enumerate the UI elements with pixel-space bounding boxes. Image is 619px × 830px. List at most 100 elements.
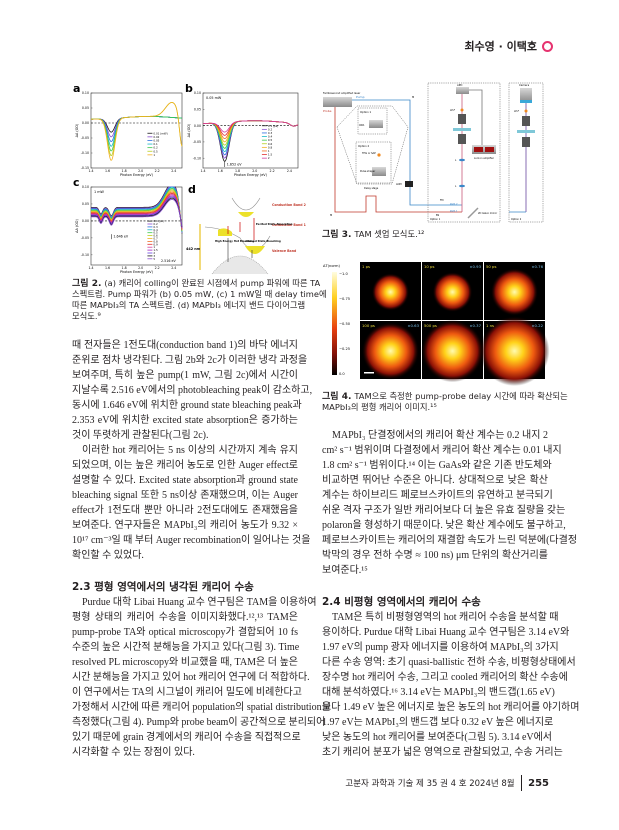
component-label: FM bbox=[440, 199, 443, 202]
legend-label: 0.8 bbox=[153, 239, 158, 243]
colorbar-tick: −0.25 bbox=[339, 347, 350, 351]
component-label: APD bbox=[457, 83, 462, 87]
text-line: 1.8 cm² s⁻¹ 범위이다.¹⁴ 이는 GaAs와 같은 기존 반도체와 bbox=[322, 460, 552, 471]
text-line: MAPbI₃ 단결정에서의 캐리어 확산 계수는 0.2 내지 2 bbox=[332, 430, 548, 441]
text-line: 보여준다. 연구자들은 MAPbI₃의 캐리어 농도가 9.32 × bbox=[72, 520, 298, 531]
text-line: 박막의 경우 전하 수명 ≈ 100 ns) μm 단위의 확산거리를 bbox=[322, 550, 548, 561]
legend-label: 0.8 bbox=[268, 145, 273, 149]
legend-label: 1.5 bbox=[153, 248, 158, 252]
caption-line: 그림 4. TAM으로 측정한 pump-probe delay 시간에 따라 확… bbox=[322, 391, 568, 402]
galvo-mirror bbox=[467, 207, 479, 219]
authors: 최수영 · 이택호 bbox=[464, 40, 537, 53]
option-2-box bbox=[355, 141, 392, 184]
colorbar-tick: −0.75 bbox=[339, 297, 350, 301]
delay-time-label: 10 ps bbox=[424, 264, 434, 269]
spectrum-curve bbox=[91, 189, 183, 231]
caption-label: 그림 4. bbox=[322, 392, 352, 402]
text-line: 설명할 수 있다. Excited state absorption과 grou… bbox=[72, 475, 298, 486]
camera bbox=[520, 88, 532, 102]
y-tick-label: 0.05 bbox=[82, 202, 89, 206]
x-tick-label: 1.4 bbox=[88, 266, 93, 270]
component-label: L bbox=[455, 159, 457, 162]
plot-frame bbox=[202, 92, 299, 169]
scale-factor-label: ×0.22 bbox=[531, 323, 543, 328]
spectrum-curve bbox=[91, 191, 183, 230]
running-header: 최수영 · 이택호 bbox=[464, 38, 553, 54]
text-line: 지날수록 2.516 eV에서의 photobleaching peak이 감소… bbox=[72, 385, 313, 396]
spectrum-curve bbox=[91, 186, 183, 233]
spectrum-curve bbox=[91, 188, 183, 232]
paragraph: 때 전자들은 1전도대(conduction band 1)의 바닥 에너지 준위… bbox=[72, 338, 313, 443]
text-line: 이 연구에서는 TA의 시그널이 캐리어 밀도에 비례한다고 bbox=[72, 687, 302, 698]
carrier-distribution bbox=[371, 273, 410, 311]
filter bbox=[460, 108, 464, 112]
text-line: 대해 분석하였다.¹⁶ 3.14 eV는 MAPbI₃의 밴드갭(1.65 eV… bbox=[322, 687, 555, 698]
objective bbox=[522, 137, 530, 147]
y-axis-label: ΔA (OD) bbox=[75, 219, 79, 233]
text-line: 낮은 농도의 hot 캐리어를 보여준다(그림 5). 3.14 eV에서 bbox=[322, 732, 552, 743]
probe-beam bbox=[334, 107, 462, 213]
spectrum-curve bbox=[91, 196, 183, 228]
spectrum-curve bbox=[91, 195, 183, 229]
x-tick-label: 2.4 bbox=[287, 169, 292, 173]
spectrum-curve bbox=[91, 186, 183, 233]
process-label: Ground State Bleaching bbox=[246, 239, 281, 243]
x-tick-label: 2.4 bbox=[171, 266, 176, 270]
y-tick-label: 0.00 bbox=[194, 124, 201, 128]
figure-2: a 0.100.050.00-0.05-0.10-0.151.4 1.6 1.8 2.0… bbox=[73, 82, 306, 275]
text-line: 되었으며, 이는 높은 캐리어 농도로 인한 Auger effect로 bbox=[72, 460, 298, 471]
process-label: High Energy Hot Bleaching bbox=[215, 239, 254, 243]
caption-line: MAPbI₃의 평형 캐리어 이미지.¹⁵ bbox=[322, 402, 437, 412]
text-line: 보여주며, 특히 높은 pump(1 mW, 그림 2c)에서 시간이 bbox=[72, 370, 298, 381]
beam-label: Probe bbox=[323, 109, 332, 113]
caption-line: 그림 2. (a) 캐리어 colling이 완료된 시점에서 pump 파워에 … bbox=[72, 278, 321, 289]
x-axis-label: Photon Energy (eV) bbox=[234, 173, 268, 177]
caption-line: 따른 MAPbI₃의 TA 스펙트럼. (d) MAPbI₃ 에너지 밴드 다이… bbox=[72, 300, 306, 310]
paragraph: MAPbI₃ 단결정에서의 캐리어 확산 계수는 0.2 내지 2 cm² s⁻¹… bbox=[322, 428, 577, 578]
x-tick-label: 1.8 bbox=[122, 266, 127, 270]
x-tick-label: 1.6 bbox=[218, 169, 223, 173]
apd-box bbox=[456, 87, 469, 94]
panel-a: a 0.10 0.05 0.00 -0.05 -0.10 -0.151.4 1.6 1.8 2.0… bbox=[73, 82, 183, 177]
x-tick-label: 1.4 bbox=[88, 169, 93, 173]
text-line: 가정해서 시간에 따른 캐리어 population의 spatial dist… bbox=[72, 702, 331, 713]
panel-letter: a bbox=[73, 82, 80, 95]
component-label: AOM bbox=[396, 183, 402, 186]
text-line: cm² s⁻¹ 범위이며 다결정에서 캐리어 확산 계수는 0.01 내지 bbox=[322, 445, 562, 456]
pulse-shaper bbox=[372, 167, 386, 176]
y-tick-label: -0.05 bbox=[193, 140, 201, 144]
section-heading: 2.4 비평형 영역에서의 캐리어 수송 bbox=[322, 596, 481, 608]
text-line: 평형 상태의 캐리어 수송을 이미지화했다.¹²,¹³ TAM은 bbox=[72, 612, 298, 623]
component-label: M bbox=[412, 95, 414, 99]
text-line: Purdue 대학 Libai Huang 교수 연구팀은 TAM을 이용하여 bbox=[82, 597, 317, 608]
filter bbox=[524, 109, 528, 113]
spectrum-curve bbox=[91, 190, 183, 231]
carriers-cb1 bbox=[245, 246, 265, 254]
component-label: Camera bbox=[519, 83, 530, 87]
y-tick-label: 0.00 bbox=[82, 219, 89, 223]
y-tick-label: -0.05 bbox=[81, 236, 89, 240]
legend-label: 2 bbox=[153, 251, 155, 255]
y-tick-label: 0.00 bbox=[82, 121, 89, 125]
x-axis-label: Photon Energy (eV) bbox=[120, 173, 154, 177]
component-label: M bbox=[330, 213, 332, 217]
text-line: 수준의 높은 시간적 분해능을 가지고 있다(그림 3). Time bbox=[72, 642, 300, 653]
y-tick-label: -0.05 bbox=[81, 136, 89, 140]
left-column: 때 전자들은 1전도대(conduction band 1)의 바닥 에너지 준위… bbox=[72, 338, 331, 760]
component-label: Pulse shaper bbox=[360, 170, 375, 173]
microscope-1 bbox=[427, 82, 501, 223]
text-line: 보다 1.49 eV 높은 에너지로 높은 농도의 hot 캐리어를 야기하며 bbox=[322, 702, 580, 713]
opa-box bbox=[369, 120, 383, 128]
y-tick-label: 0.10 bbox=[194, 91, 201, 95]
carriers-cb2 bbox=[238, 212, 254, 217]
colorbar-label: ΔT(norm) bbox=[323, 264, 340, 268]
component-label: LP-F bbox=[450, 109, 456, 112]
delay-time-label: 1 ps bbox=[362, 264, 370, 269]
panel-d: d Conduction Band 2 Conduction Band 1 Valen… bbox=[186, 183, 306, 275]
legend-label: 0.1 (ps) bbox=[268, 124, 278, 128]
legend-label: 0.05 bbox=[153, 138, 159, 142]
sample bbox=[517, 130, 535, 133]
legend-label: 0.9 bbox=[153, 242, 158, 246]
annotation: 1.652 eV bbox=[227, 163, 243, 167]
